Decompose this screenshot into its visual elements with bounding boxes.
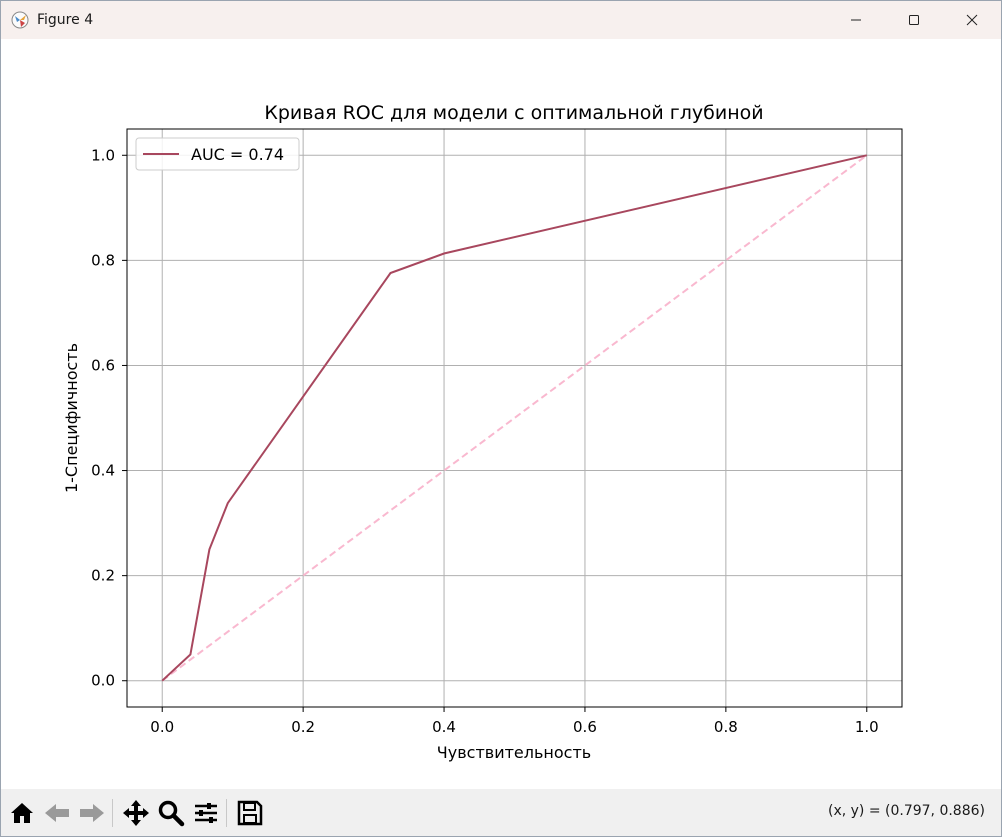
window-title: Figure 4 [37,12,94,28]
figure-canvas[interactable]: Кривая ROC для модели с оптимальной глуб… [1,39,1001,789]
y-tick-label: 0.6 [91,356,115,374]
x-tick-label: 0.4 [432,718,456,736]
pan-button[interactable] [120,797,152,829]
app-icon [11,11,29,29]
y-tick-label: 0.2 [91,567,115,585]
y-tick-label: 0.0 [91,672,115,690]
x-tick-label: 0.6 [573,718,597,736]
y-axis-label: 1-Специфичность [62,343,81,493]
y-tick-label: 0.4 [91,462,115,480]
save-button[interactable] [234,797,266,829]
roc-curve-line [161,154,868,682]
back-button[interactable] [41,797,73,829]
x-tick-label: 1.0 [855,718,879,736]
close-icon [966,14,978,26]
zoom-button[interactable] [155,797,187,829]
minimize-icon [851,19,861,21]
save-icon [237,800,263,825]
forward-icon [80,803,104,822]
x-tick-label: 0.8 [714,718,738,736]
pan-icon [123,799,149,826]
navigation-toolbar: (x, y) = (0.797, 0.886) [1,789,1001,836]
cursor-coordinates: (x, y) = (0.797, 0.886) [827,803,985,819]
legend-label: AUC = 0.74 [191,145,284,164]
y-tick-label: 1.0 [91,146,115,164]
x-tick-label: 0.0 [150,718,174,736]
minimize-button[interactable] [827,1,885,39]
toolbar-separator [226,798,227,827]
toolbar-separator [112,798,113,827]
forward-button[interactable] [76,797,108,829]
title-bar: Figure 4 [1,1,1001,39]
y-tick-label: 0.8 [91,251,115,269]
maximize-icon [909,15,919,25]
x-axis-label: Чувствительность [437,743,591,762]
home-icon [11,802,33,823]
chance-diagonal-line [161,154,868,682]
legend: AUC = 0.74 [135,137,300,171]
x-tick-label: 0.2 [291,718,315,736]
chart-title: Кривая ROC для модели с оптимальной глуб… [264,102,763,124]
configure-subplots-icon [195,802,217,823]
legend-box [135,137,300,171]
configure-subplots-button[interactable] [190,797,222,829]
back-icon [45,803,69,822]
roc-chart: Кривая ROC для модели с оптимальной глуб… [62,102,903,762]
home-button[interactable] [6,797,38,829]
close-button[interactable] [943,1,1001,39]
zoom-icon [158,800,185,826]
plot-frame [126,128,903,708]
maximize-button[interactable] [885,1,943,39]
